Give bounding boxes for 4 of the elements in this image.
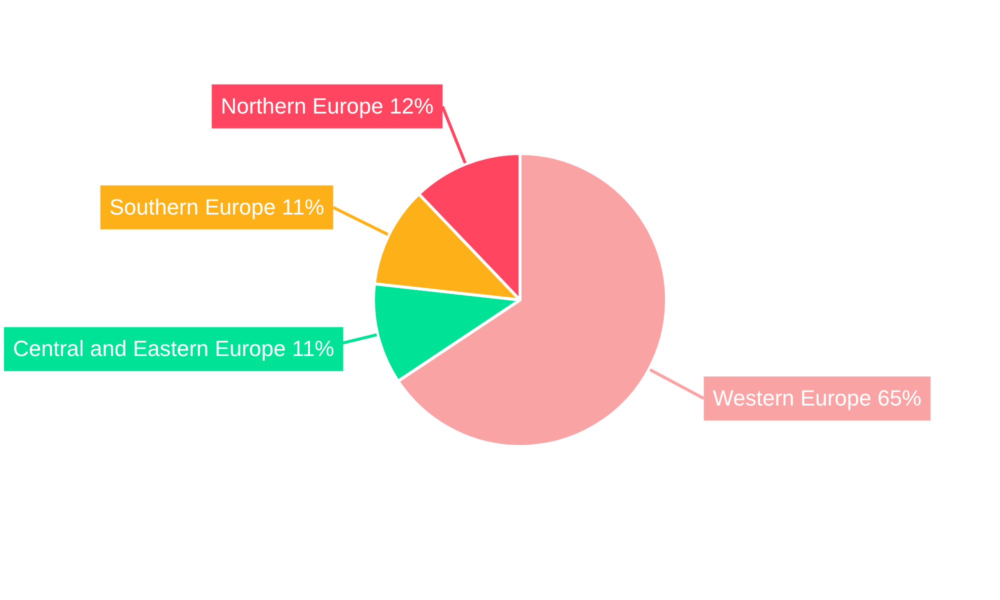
slice-label: Western Europe 65% <box>712 386 922 411</box>
slice-label: Southern Europe 11% <box>109 194 324 220</box>
slice-label: Central and Eastern Europe 11% <box>13 336 334 362</box>
slice-label: Northern Europe 12% <box>220 94 434 118</box>
